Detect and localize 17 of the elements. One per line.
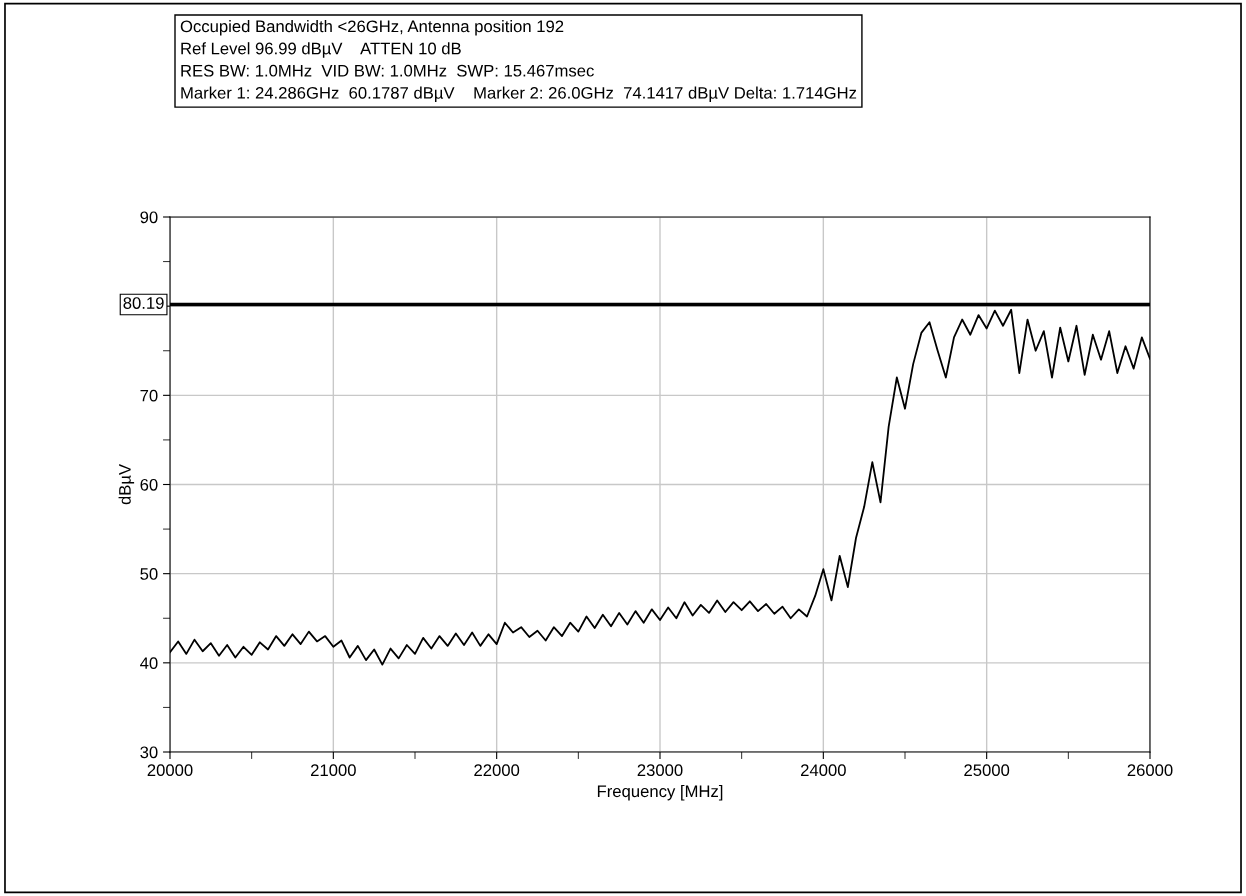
y-tick-label: 90 [140,211,158,224]
ref-line-label: 80.19 [123,297,164,309]
x-tick-label: 22000 [474,764,520,777]
y-tick-label: 50 [140,568,158,580]
x-axis-title: Frequency [MHz] [597,784,723,801]
y-tick-label: 60 [140,478,158,491]
chart-title: Occupied Bandwidth <26GHz, Antenna position 192 Ref Level 96.99 dBµV ATTEN 10 dB RES BW: 1.0MHz VID BW: 1.0MHz SWP: 15.467msec Marker 1: 24.286GHz 60.1787 dBµV Marker 2: 26.0GHz 74.1417 dBµV Delta: 1.714GHz [180,20,857,103]
y-axis-title: dBµV [118,464,135,505]
x-tick-label: 25000 [964,764,1010,777]
y-tick-label: 40 [140,657,158,670]
x-tick-label: 21000 [311,764,356,777]
y-tick-label: 70 [140,389,158,402]
x-tick-label: 23000 [637,764,683,777]
x-tick-label: 20000 [147,764,193,777]
y-tick-label: 30 [140,746,158,759]
x-tick-label: 24000 [801,764,846,777]
x-tick-label: 26000 [1127,764,1173,777]
